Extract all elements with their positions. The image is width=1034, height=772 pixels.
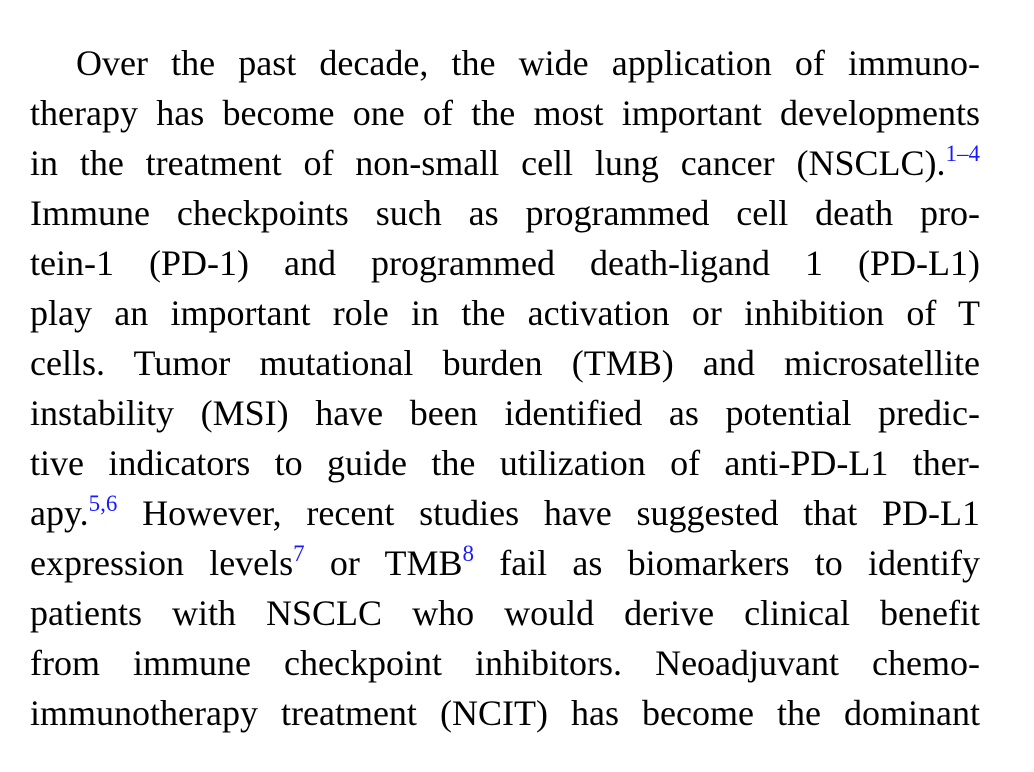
text-segment: expression levels [30,543,294,583]
text-line: therapy has become one of the most impor… [30,93,980,133]
text-line: immunotherapy treatment (NCIT) has becom… [30,693,980,733]
text-line: tein-1 (PD-1) and programmed death-ligan… [30,243,980,283]
text-line: in the treatment of non-small cell lung … [30,138,980,188]
text-line: from immune checkpoint inhibitors. Neoad… [30,643,980,683]
citation-link[interactable]: 8 [462,541,474,566]
citation-link[interactable]: 1–4 [945,141,981,166]
text-line: apy.5,6 However, recent studies have sug… [30,488,980,538]
text-line: cells. Tumor mutational burden (TMB) and… [30,343,980,383]
text-segment: or TMB [304,543,463,583]
text-line: Immune checkpoints such as programmed ce… [30,193,980,233]
body-paragraph: Over the past decade, the wide applicati… [30,38,980,738]
text-line: instability (MSI) have been identified a… [30,393,980,433]
text-segment: in the treatment of non-small cell lung … [30,143,946,183]
text-segment: However, recent studies have suggested t… [117,493,980,533]
text-line: play an important role in the activation… [30,293,980,333]
text-segment: fail as biomarkers to identify [473,543,980,583]
text-segment: apy. [30,493,89,533]
text-line: patients with NSCLC who would derive cli… [30,593,980,633]
citation-link[interactable]: 5,6 [88,491,118,516]
citation-link[interactable]: 7 [293,541,305,566]
text-line: expression levels7 or TMB8 fail as bioma… [30,538,980,588]
text-line: Over the past decade, the wide applicati… [76,43,980,83]
text-line: tive indicators to guide the utilization… [30,443,980,483]
